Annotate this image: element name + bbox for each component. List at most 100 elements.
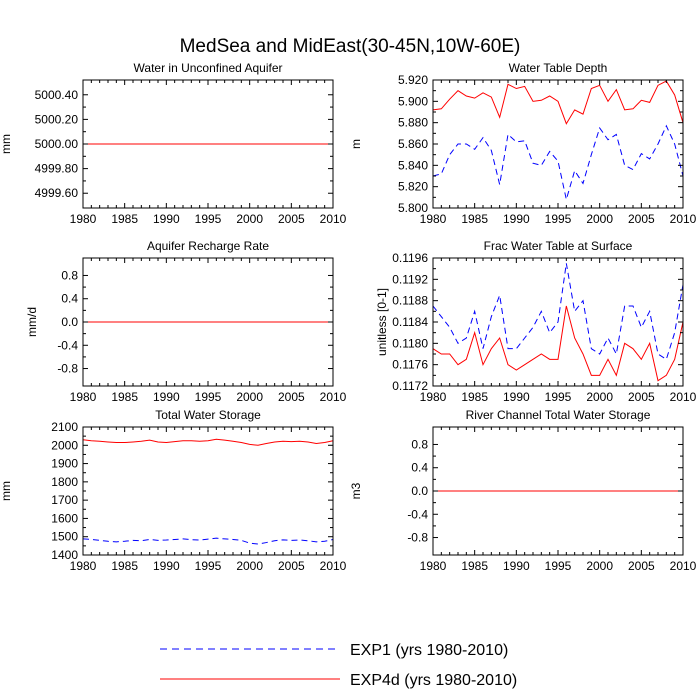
y-tick-label: 1900 [51, 457, 78, 471]
y-axis-label: m [349, 139, 363, 149]
x-tick-label: 2005 [278, 390, 305, 404]
x-tick-label: 2005 [628, 212, 655, 226]
series-line-exp4d [432, 305, 684, 382]
x-tick-label: 1995 [545, 390, 572, 404]
y-tick-label: 1700 [51, 493, 78, 507]
x-tick-label: 2010 [670, 390, 697, 404]
y-tick-label: 5.840 [398, 158, 428, 172]
panel-frame [432, 79, 684, 209]
y-tick-label: 5000.20 [35, 112, 79, 126]
y-tick-label: 0.0 [61, 315, 78, 329]
x-tick-label: 1995 [195, 212, 222, 226]
x-tick-label: 1990 [153, 390, 180, 404]
y-tick-label: 1600 [51, 511, 78, 525]
y-axis-label: mm [0, 134, 13, 154]
y-tick-label: 1500 [51, 530, 78, 544]
x-tick-label: 2010 [670, 212, 697, 226]
x-tick-label: 2010 [320, 390, 347, 404]
x-tick-label: 1990 [503, 212, 530, 226]
y-tick-label: 5000.00 [35, 137, 79, 151]
figure-title: MedSea and MidEast(30-45N,10W-60E) [180, 36, 521, 57]
x-tick-label: 2005 [278, 559, 305, 573]
y-tick-label: 0.1196 [392, 251, 428, 265]
x-tick-label: 2000 [236, 212, 263, 226]
legend-label-exp4d: EXP4d (yrs 1980-2010) [350, 672, 517, 689]
panel-3: Aquifer Recharge Rate 1980 1985 1990 1995 200… [25, 239, 347, 404]
x-tick-label: 2010 [320, 212, 347, 226]
x-tick-label: 2000 [586, 390, 613, 404]
y-tick-label: -0.4 [407, 507, 428, 521]
x-tick-label: 2000 [236, 390, 263, 404]
panel-title: Water Table Depth [509, 61, 608, 75]
x-tick-label: 2000 [236, 559, 263, 573]
y-tick-label: 0.1188 [392, 294, 428, 308]
y-tick-label: 5000.40 [35, 88, 79, 102]
x-tick-label: 1990 [153, 212, 180, 226]
y-tick-label: 5.800 [398, 201, 428, 215]
panel-4: Frac Water Table at Surface 1980 1985 1990 1… [375, 239, 697, 404]
x-tick-label: 1985 [111, 390, 138, 404]
y-tick-label: 0.1176 [392, 358, 428, 372]
y-tick-label: 0.4 [61, 292, 78, 306]
y-tick-label: 4999.80 [35, 162, 79, 176]
y-tick-label: 5.820 [398, 180, 428, 194]
x-tick-label: 1980 [420, 390, 447, 404]
x-tick-label: 1985 [461, 390, 488, 404]
y-axis-label: mm/d [25, 307, 39, 337]
panel-title: Frac Water Table at Surface [484, 239, 633, 253]
series-line-exp1 [432, 263, 684, 361]
x-tick-label: 1995 [545, 559, 572, 573]
x-tick-label: 1985 [111, 559, 138, 573]
y-tick-label: 0.0 [411, 484, 428, 498]
y-tick-label: 1400 [51, 548, 78, 562]
y-tick-label: 2100 [51, 420, 78, 434]
x-tick-label: 1985 [461, 212, 488, 226]
x-tick-label: 2010 [670, 559, 697, 573]
panel-title: Water in Unconfined Aquifer [134, 61, 283, 75]
x-tick-label: 2005 [278, 212, 305, 226]
y-axis-label: mm [0, 481, 13, 501]
series-line-exp1 [82, 537, 334, 545]
panel-1: Water in Unconfined Aquifer 1980 1985 1990 1… [0, 61, 347, 226]
x-tick-label: 1990 [503, 559, 530, 573]
y-tick-label: 0.4 [411, 461, 428, 475]
y-tick-label: 0.8 [411, 437, 428, 451]
legend: EXP1 (yrs 1980-2010) EXP4d (yrs 1980-201… [160, 642, 517, 689]
y-tick-label: 0.1172 [392, 379, 428, 393]
x-tick-label: 1985 [111, 212, 138, 226]
panel-frame [82, 426, 334, 556]
x-tick-label: 2005 [628, 559, 655, 573]
x-tick-label: 1980 [70, 390, 97, 404]
y-tick-label: 5.900 [398, 94, 428, 108]
y-tick-label: 5.860 [398, 137, 428, 151]
x-tick-label: 1985 [461, 559, 488, 573]
y-tick-label: 4999.60 [35, 186, 79, 200]
y-tick-label: -0.8 [407, 531, 428, 545]
y-tick-label: 0.8 [61, 268, 78, 282]
panel-title: Total Water Storage [155, 408, 261, 422]
x-tick-label: 2010 [320, 559, 347, 573]
x-tick-label: 2000 [586, 212, 613, 226]
y-tick-label: 2000 [51, 438, 78, 452]
x-tick-label: 1995 [195, 559, 222, 573]
y-tick-label: -0.4 [57, 338, 78, 352]
y-axis-label: m3 [349, 482, 363, 499]
y-tick-label: 0.1180 [392, 336, 428, 350]
panel-2: Water Table Depth 1980 1985 1990 1995 2000 200… [349, 61, 697, 226]
panel-title: Aquifer Recharge Rate [147, 239, 269, 253]
y-tick-label: 0.1192 [392, 272, 428, 286]
x-tick-label: 1995 [195, 390, 222, 404]
panel-5: Total Water Storage 1980 1985 1990 1995 2000 2… [0, 408, 347, 573]
panel-6: River Channel Total Water Storage 1980 198… [349, 408, 697, 573]
series-line-exp1 [432, 124, 684, 200]
x-tick-label: 1980 [70, 559, 97, 573]
y-tick-label: 0.1184 [392, 315, 428, 329]
x-tick-label: 1980 [420, 212, 447, 226]
y-axis-label: unitless [0-1] [375, 288, 389, 356]
x-tick-label: 2000 [586, 559, 613, 573]
panels: Water in Unconfined Aquifer 1980 1985 1990 1… [0, 61, 697, 573]
x-tick-label: 1980 [420, 559, 447, 573]
x-tick-label: 1990 [153, 559, 180, 573]
y-tick-label: 5.920 [398, 73, 428, 87]
